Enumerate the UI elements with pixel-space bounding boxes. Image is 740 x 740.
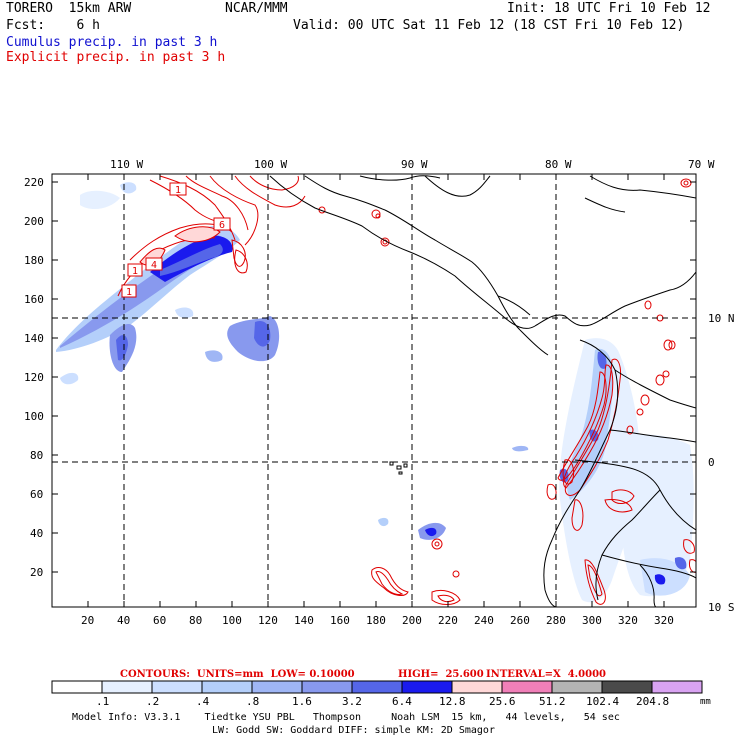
x-tick-label: 160: [330, 614, 350, 627]
colorbar-label: 6.4: [392, 695, 412, 708]
map-content: [56, 175, 696, 607]
contour-label: 1: [132, 266, 138, 277]
explicit-legend: Explicit precip. in past 3 h: [6, 50, 226, 65]
colorbar-label: .4: [196, 695, 210, 708]
contour-info: CONTOURS: UNITS=mm LOW= 0.10000: [120, 669, 355, 680]
colorbar-swatch: [351, 680, 403, 694]
colorbar-label: 25.6: [489, 695, 516, 708]
lat-label: 0: [708, 456, 715, 469]
map-frame: [51, 173, 697, 608]
y-tick-marks: [52, 181, 696, 573]
colorbar: [51, 680, 703, 694]
x-tick-label: 220: [438, 614, 458, 627]
colorbar-label: 1.6: [292, 695, 312, 708]
x-tick-label: 60: [153, 614, 167, 627]
latlon-grid: [52, 174, 696, 607]
y-tick-label: 100: [24, 410, 44, 423]
x-tick-marks: [87, 174, 665, 607]
colorbar-label: 51.2: [539, 695, 566, 708]
colorbar-label: 102.4: [586, 695, 620, 708]
contour-interval: INTERVAL=X 4.0000: [486, 669, 606, 680]
contour-labels: 1 6 4 1 1: [121, 182, 231, 298]
colorbar-swatch: [101, 680, 153, 694]
y-tick-label: 220: [24, 176, 44, 189]
colorbar-swatch: [501, 680, 553, 694]
y-tick-label: 200: [24, 215, 44, 228]
x-tick-label: 180: [366, 614, 386, 627]
y-tick-label: 20: [30, 566, 44, 579]
x-tick-label: 100: [222, 614, 242, 627]
lon-label: 100 W: [254, 158, 288, 171]
y-tick-label: 140: [24, 332, 44, 345]
colorbar-swatch: [551, 680, 603, 694]
colorbar-label: .8: [246, 695, 260, 708]
lon-label: 110 W: [110, 158, 144, 171]
colorbar-swatch: [601, 680, 653, 694]
forecast-hour: Fcst: 6 h: [6, 18, 100, 33]
x-tick-label: 260: [510, 614, 530, 627]
colorbar-unit: mm: [700, 697, 711, 707]
x-tick-label: 320: [618, 614, 638, 627]
x-tick-label: 320: [654, 614, 674, 627]
model-physics: LW: Godd SW: Goddard DIFF: simple KM: 2D…: [212, 725, 495, 736]
colorbar-swatch: [451, 680, 503, 694]
lat-label: 10 N: [708, 312, 735, 325]
x-tick-label: 200: [402, 614, 422, 627]
colorbar-swatch: [51, 680, 103, 694]
y-tick-label: 60: [30, 488, 44, 501]
colorbar-swatch: [301, 680, 353, 694]
model-title: TORERO 15km ARW: [6, 1, 132, 16]
colorbar-swatch: [401, 680, 453, 694]
org-label: NCAR/MMM: [225, 1, 288, 16]
model-info: Model Info: V3.3.1 Tiedtke YSU PBL Thomp…: [72, 712, 620, 723]
valid-time: Valid: 00 UTC Sat 11 Feb 12 (18 CST Fri …: [293, 18, 685, 33]
x-tick-label: 140: [294, 614, 314, 627]
colorbar-label: .1: [96, 695, 110, 708]
cumulus-legend: Cumulus precip. in past 3 h: [6, 35, 218, 50]
x-tick-label: 280: [546, 614, 566, 627]
y-tick-label: 80: [30, 449, 44, 462]
x-tick-label: 40: [117, 614, 131, 627]
contour-high: HIGH= 25.600: [398, 669, 484, 680]
y-tick-label: 40: [30, 527, 44, 540]
colorbar-label: 204.8: [636, 695, 670, 708]
contour-label: 1: [175, 185, 181, 196]
x-tick-label: 120: [258, 614, 278, 627]
galapagos-islands: [389, 461, 408, 475]
x-tick-label: 300: [582, 614, 602, 627]
y-tick-label: 160: [24, 293, 44, 306]
colorbar-swatch: [151, 680, 203, 694]
init-time: Init: 18 UTC Fri 10 Feb 12: [507, 1, 711, 16]
cumulus-precip-shading: [56, 182, 694, 603]
colorbar-label: 12.8: [439, 695, 466, 708]
y-tick-label: 180: [24, 254, 44, 267]
lon-label: 90 W: [401, 158, 428, 171]
x-tick-label: 80: [189, 614, 203, 627]
lon-label: 80 W: [545, 158, 572, 171]
contour-label: 1: [126, 287, 132, 298]
colorbar-label: 3.2: [342, 695, 362, 708]
contour-label: 6: [219, 220, 225, 231]
x-tick-label: 20: [81, 614, 95, 627]
lon-label: 70 W: [688, 158, 715, 171]
colorbar-label: .2: [146, 695, 160, 708]
coastlines: [269, 175, 696, 607]
colorbar-swatch: [651, 680, 703, 694]
lat-label: 10 S: [708, 601, 735, 614]
x-tick-label: 240: [474, 614, 494, 627]
y-tick-label: 120: [24, 371, 44, 384]
colorbar-swatch: [201, 680, 253, 694]
contour-label: 4: [151, 260, 157, 271]
colorbar-swatch: [251, 680, 303, 694]
